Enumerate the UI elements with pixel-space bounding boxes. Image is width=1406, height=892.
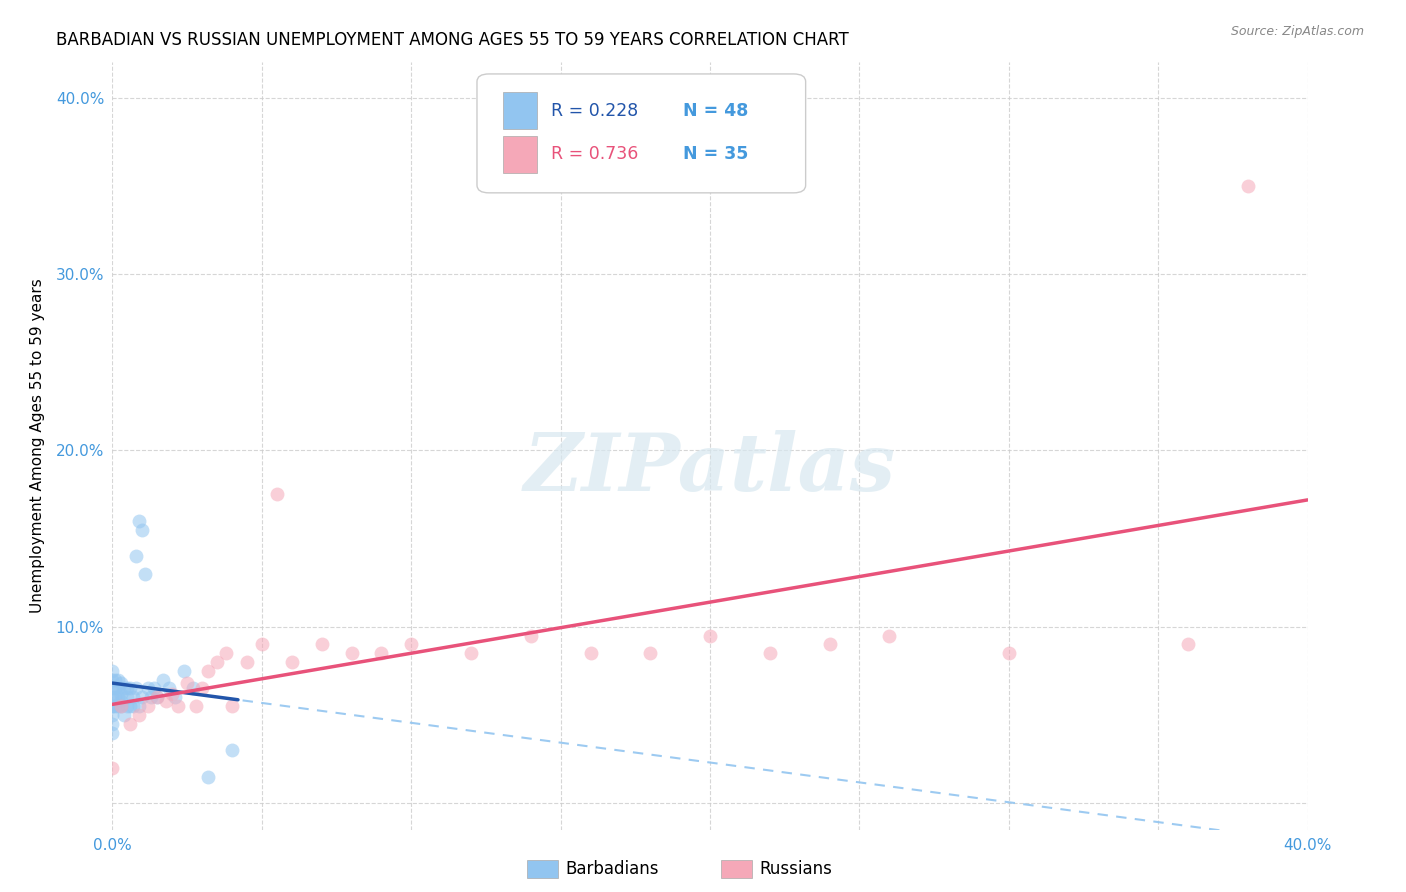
Point (128, 699, 150, 714)
Point (107, 690, 129, 705)
Point (998, 646, 1021, 660)
Y-axis label: Unemployment Among Ages 55 to 59 years: Unemployment Among Ages 55 to 59 years (30, 278, 45, 614)
Point (114, 707, 135, 722)
Point (221, 743, 243, 757)
Point (146, 690, 169, 705)
Text: ZIPatlas: ZIPatlas (524, 430, 896, 508)
Point (107, 673, 129, 687)
Point (107, 681, 129, 696)
Point (101, 707, 124, 722)
Text: R = 0.736: R = 0.736 (551, 145, 638, 163)
Point (759, 646, 782, 660)
Point (101, 664, 124, 678)
Point (141, 690, 163, 705)
Text: N = 48: N = 48 (682, 102, 748, 120)
Point (167, 699, 190, 714)
Point (117, 681, 139, 696)
Point (162, 687, 183, 701)
Point (101, 699, 124, 714)
Point (120, 716, 142, 731)
Point (104, 699, 127, 714)
Point (157, 681, 180, 696)
Point (266, 487, 288, 501)
Point (101, 681, 124, 696)
Point (101, 725, 124, 739)
Point (191, 681, 214, 696)
Point (460, 646, 482, 660)
Point (640, 646, 662, 660)
Point (221, 699, 243, 714)
Point (134, 566, 156, 581)
Text: Russians: Russians (759, 860, 832, 878)
Text: R = 0.228: R = 0.228 (551, 102, 638, 120)
Point (152, 673, 174, 687)
Point (1237, 178, 1260, 193)
Point (131, 523, 153, 537)
Point (236, 655, 259, 669)
Point (173, 664, 195, 678)
Point (125, 681, 148, 696)
Point (110, 694, 132, 708)
Bar (503, 93, 537, 129)
Point (401, 637, 423, 651)
Point (120, 699, 142, 714)
Point (104, 673, 127, 687)
Point (176, 676, 198, 690)
Point (120, 681, 142, 696)
Point (579, 646, 602, 660)
Point (138, 681, 160, 696)
Point (101, 690, 124, 705)
Point (155, 694, 177, 708)
Point (110, 676, 132, 690)
Point (138, 699, 160, 714)
Point (122, 699, 145, 714)
Point (215, 646, 238, 660)
Point (879, 629, 901, 643)
Text: BARBADIAN VS RUSSIAN UNEMPLOYMENT AMONG AGES 55 TO 59 YEARS CORRELATION CHART: BARBADIAN VS RUSSIAN UNEMPLOYMENT AMONG … (56, 31, 849, 49)
Text: Barbadians: Barbadians (565, 860, 659, 878)
Point (250, 637, 273, 651)
Point (110, 687, 132, 701)
Point (181, 681, 204, 696)
Point (101, 761, 124, 775)
Point (311, 637, 333, 651)
Point (101, 716, 124, 731)
Point (143, 681, 166, 696)
Point (128, 707, 150, 722)
Point (110, 699, 132, 714)
Point (370, 646, 392, 660)
Point (122, 690, 145, 705)
Point (186, 699, 208, 714)
Point (197, 664, 219, 678)
Point (104, 681, 127, 696)
Point (104, 690, 127, 705)
Text: Source: ZipAtlas.com: Source: ZipAtlas.com (1230, 25, 1364, 38)
Point (146, 690, 169, 705)
Point (125, 549, 148, 564)
Point (117, 690, 139, 705)
Point (281, 655, 304, 669)
Point (340, 646, 363, 660)
Point (101, 699, 124, 714)
Text: N = 35: N = 35 (682, 145, 748, 163)
Point (165, 690, 187, 705)
Point (205, 655, 228, 669)
Bar (503, 136, 537, 173)
Point (818, 637, 841, 651)
Point (131, 690, 153, 705)
Point (110, 699, 132, 714)
Point (128, 514, 150, 528)
Point (197, 770, 219, 784)
Point (699, 629, 721, 643)
Point (1177, 637, 1199, 651)
Point (117, 699, 139, 714)
FancyBboxPatch shape (477, 74, 806, 193)
Point (520, 629, 543, 643)
Point (114, 681, 135, 696)
Point (107, 699, 129, 714)
Point (101, 673, 124, 687)
